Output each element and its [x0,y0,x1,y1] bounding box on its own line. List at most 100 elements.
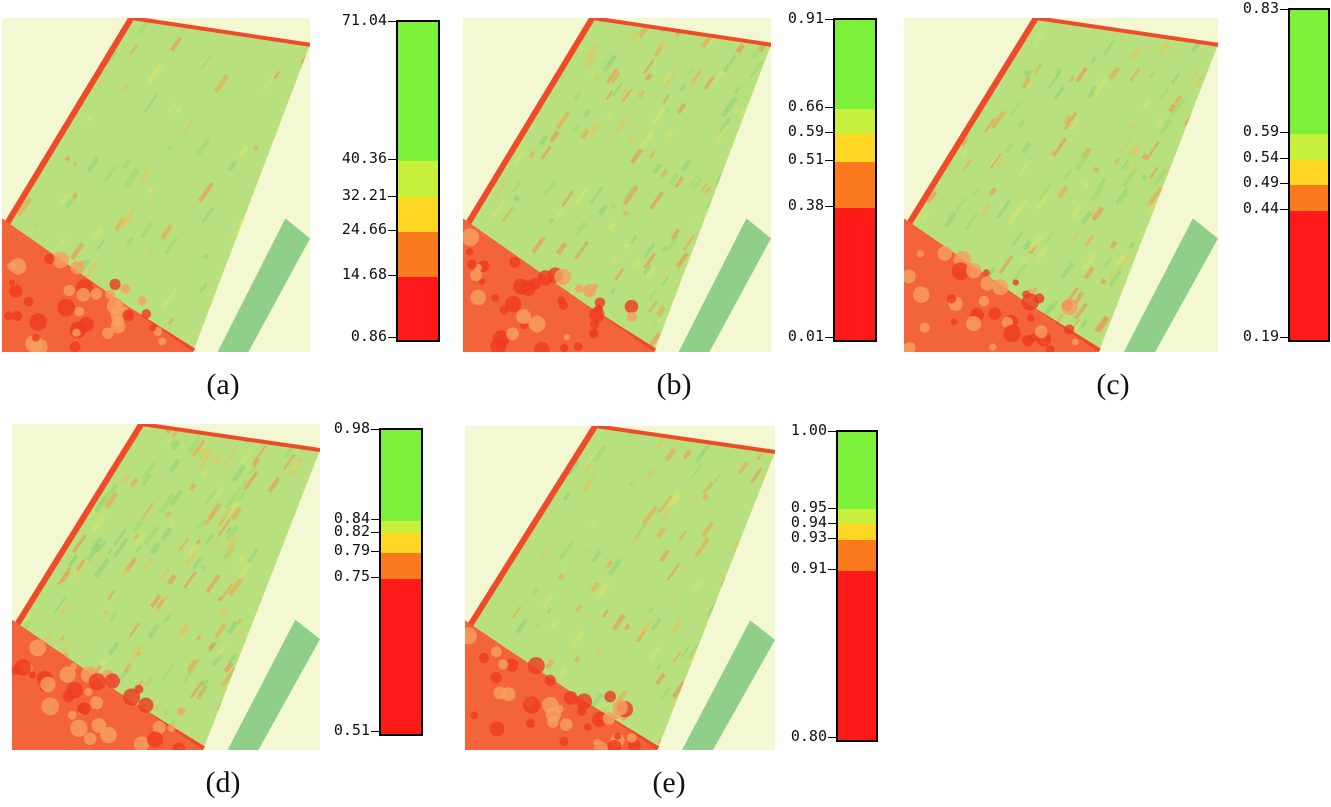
colorbar-segment [381,552,421,579]
colorbar-segment [398,22,438,162]
colorbar-tick [1280,157,1289,159]
colorbar-segment [835,20,875,109]
colorbar-tick [828,737,837,738]
colorbar-segment [398,161,438,198]
colorbar-tick [388,195,397,197]
colorbar-tick [371,429,380,430]
colorbar-tick [1280,183,1289,185]
colorbar-tick-label: 0.01 [787,327,824,345]
colorbar-segment [381,578,421,734]
colorbar-tick-label: 0.79 [333,541,370,560]
colorbar-tick-label: 40.36 [341,149,387,168]
colorbar-tick-label: 0.91 [787,9,824,27]
panel-a-colorbar [396,20,440,342]
colorbar-tick-label: 71.04 [341,11,387,29]
colorbar-tick-label: 0.98 [333,419,370,437]
panel-a-field-image [2,18,310,352]
colorbar-tick [388,229,397,231]
colorbar-segment [838,509,876,525]
field-edge-left [12,424,144,635]
colorbar-segment [835,133,875,163]
crop-field [463,18,771,352]
green-strip [217,218,310,352]
colorbar-segment [838,539,876,571]
field-edge-top [1035,18,1218,47]
colorbar-tick-label: 0.66 [787,97,824,116]
colorbar-tick [825,206,834,208]
field-image-svg [465,426,775,750]
colorbar-tick [825,337,834,338]
colorbar-tick [1280,208,1289,210]
panel-a-caption: (a) [206,368,240,401]
colorbar-segment [381,520,421,534]
colorbar-segment [835,162,875,209]
colorbar-tick [371,576,380,578]
green-strip [682,620,775,750]
field-edge-top [131,18,310,47]
colorbar-tick [825,107,834,109]
colorbar-tick [825,160,834,162]
colorbar-tick [371,518,380,520]
colorbar-segment [398,277,438,340]
colorbar-segment [1290,185,1328,212]
field-image-svg [463,18,771,352]
panel-e-field-image [465,426,775,750]
colorbar-segment [838,524,876,540]
colorbar-tick [1280,9,1289,10]
colorbar-tick-label: 0.86 [350,327,387,345]
colorbar-tick-label: 0.84 [333,508,370,527]
panel-c-field-image [904,18,1218,352]
colorbar-tick [828,431,837,432]
colorbar-tick [825,19,834,20]
colorbar-tick [388,21,397,22]
colorbar-tick [828,568,837,570]
colorbar-segment [398,197,438,233]
colorbar-tick [371,531,380,533]
colorbar-tick [1280,337,1289,338]
colorbar-segment [835,108,875,134]
colorbar-segment [381,533,421,553]
colorbar-tick-label: 0.38 [787,196,824,215]
colorbar-segment [381,430,421,521]
field-edge-top [592,18,771,47]
colorbar-tick-label: 0.49 [1242,173,1279,192]
colorbar-tick-label: 0.59 [1242,122,1279,140]
colorbar-tick [388,337,397,338]
colorbar-segment [1290,159,1328,186]
colorbar-tick-label: 0.93 [790,528,827,547]
colorbar-tick-label: 0.51 [333,721,370,739]
colorbar-tick [828,538,837,540]
colorbar-tick-label: 32.21 [341,185,387,204]
colorbar-tick-label: 0.82 [333,521,370,540]
colorbar-segment [1290,133,1328,160]
colorbar-tick [388,159,397,161]
colorbar-tick-label: 0.91 [790,558,827,577]
colorbar-segment [838,432,876,509]
colorbar-tick-label: 0.54 [1242,147,1279,166]
colorbar-tick [371,731,380,732]
panel-c-caption: (c) [1096,368,1130,401]
colorbar-segment [835,208,875,340]
panel-c-colorbar [1288,8,1330,342]
field-edge-left [2,18,134,234]
colorbar-tick-label: 0.19 [1242,327,1279,345]
colorbar-segment [1290,10,1328,134]
colorbar-tick-label: 0.83 [1242,0,1279,17]
colorbar-segment [1290,211,1328,340]
colorbar-tick-label: 0.80 [790,727,827,745]
colorbar-tick-label: 0.75 [333,566,370,585]
field-image-svg [12,424,320,750]
colorbar-tick-label: 24.66 [341,219,387,238]
colorbar-tick [825,132,834,134]
field-image-svg [2,18,310,352]
colorbar-tick-label: 0.95 [790,497,827,516]
colorbar-tick-label: 0.44 [1242,198,1279,217]
green-strip [678,218,771,352]
colorbar-segment [398,232,438,278]
panel-b-field-image [463,18,771,352]
green-strip [1123,218,1218,352]
colorbar-tick [388,274,397,276]
field-edge-top [141,424,320,453]
panel-b-caption: (b) [656,368,692,401]
field-image-svg [904,18,1218,352]
